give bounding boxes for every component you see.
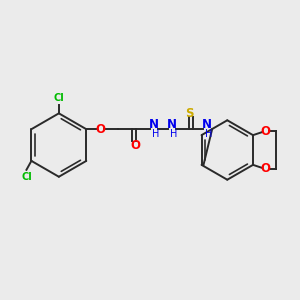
Text: N: N <box>167 118 176 131</box>
Text: H: H <box>152 129 159 139</box>
Text: O: O <box>131 139 141 152</box>
Text: O: O <box>95 123 105 136</box>
Text: Cl: Cl <box>21 172 32 182</box>
Text: O: O <box>260 162 270 175</box>
Text: Cl: Cl <box>53 93 64 103</box>
Text: N: N <box>149 118 159 131</box>
Text: H: H <box>170 129 177 139</box>
Text: O: O <box>260 125 270 138</box>
Text: S: S <box>185 107 194 120</box>
Text: H: H <box>206 129 213 139</box>
Text: N: N <box>202 118 212 131</box>
